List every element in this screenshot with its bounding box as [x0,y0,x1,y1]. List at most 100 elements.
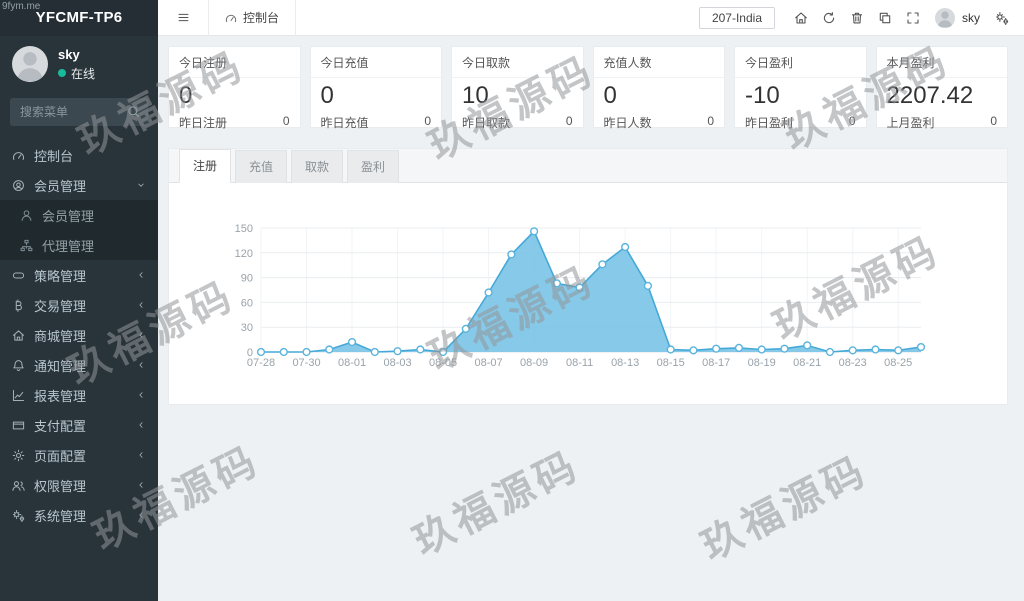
data-point[interactable] [916,342,926,352]
chart-tab-3[interactable]: 盈利 [347,150,400,183]
chart-tab-1[interactable]: 充值 [235,150,288,183]
stat-card-value: 0 [179,82,193,109]
data-point[interactable] [780,344,789,353]
data-point[interactable] [325,345,334,354]
sidebar-item-payment[interactable]: 支付配置 [0,410,158,440]
data-point[interactable] [530,227,539,236]
user-status-label: 在线 [71,66,96,81]
chevron-left-icon [139,452,143,458]
dashboard-icon [12,151,25,160]
sidebar-nav: 控制台 会员管理 会员管理 代理管理 策略管理 交易管理 商城管理 通知管理 报表管理 支付配置页… [0,138,158,530]
data-point[interactable] [256,347,266,357]
sidebar-item-label: 商城管理 [34,328,87,344]
chevron-left-icon [139,272,143,278]
data-point[interactable] [484,288,493,297]
sidebar-item-report[interactable]: 报表管理 [0,380,158,410]
registrations-chart[interactable]: 0 30 60 90 120 150 07-28 07-30 08-01 08-03 08-05 08… [169,183,1007,400]
stat-card-title: 充值人数 [593,47,724,78]
data-point[interactable] [803,341,812,350]
avatar [935,7,955,28]
data-point[interactable] [712,344,721,353]
sidebar-item-label: 交易管理 [34,298,87,314]
data-point[interactable] [871,345,880,354]
shop-icon [13,329,24,341]
stat-card-sublabel: 上月盈利 [886,116,935,130]
data-point[interactable] [757,345,766,354]
sidebar-item-shop[interactable]: 商城管理 [0,320,158,350]
chevron-down-icon [138,183,144,187]
sidebar-toggle[interactable] [168,0,198,36]
sidebar-item-user-circle[interactable]: 会员管理 [0,170,158,200]
data-point[interactable] [370,347,379,357]
chart-tab-0[interactable]: 注册 [179,149,232,183]
chevron-left-icon [136,300,146,310]
stat-card-sublabel: 昨日盈利 [745,116,794,130]
app-logo[interactable]: YFCMF-TP6 [0,0,158,36]
copy-button[interactable] [871,0,899,36]
data-point[interactable] [347,337,357,347]
chevron-left-icon [136,390,146,400]
user-menu[interactable]: sky [927,7,988,28]
data-point[interactable] [438,347,448,357]
data-point[interactable] [666,345,675,354]
svg-text:08-09: 08-09 [520,357,548,369]
sidebar-item-dashboard[interactable]: 控制台 [0,140,158,170]
sidebar-item-strategy[interactable]: 策略管理 [0,260,158,290]
chevron-down-icon [136,180,146,190]
data-point[interactable] [416,345,425,354]
sidebar-item-sitemap[interactable]: 代理管理 [0,230,158,260]
search-input[interactable] [10,98,148,126]
sidebar-item-label: 会员管理 [42,208,95,224]
chevron-left-icon [139,362,143,368]
data-point[interactable] [461,324,470,333]
main-area: 控制台 207-India sky 今日注册 0 昨日注册 0 今日 [158,0,1024,601]
topbar-username: sky [962,10,980,25]
refresh-icon [823,11,835,23]
data-point[interactable] [393,347,402,356]
data-point[interactable] [689,346,698,355]
site-select[interactable]: 207-India [698,6,775,29]
data-point[interactable] [643,281,652,290]
data-point[interactable] [894,346,903,355]
data-point[interactable] [507,250,516,259]
sidebar-item-notice[interactable]: 通知管理 [0,350,158,380]
sidebar-item-label: 会员管理 [34,178,87,194]
data-point[interactable] [825,347,835,357]
settings-button[interactable] [988,0,1016,36]
sidebar-item-page[interactable]: 页面配置 [0,440,158,470]
data-point[interactable] [575,283,584,292]
svg-text:08-01: 08-01 [338,357,366,369]
data-point[interactable] [552,279,561,288]
transaction-icon [15,298,22,312]
sidebar-item-user[interactable]: 会员管理 [0,200,158,230]
svg-text:08-13: 08-13 [611,357,639,369]
data-point[interactable] [848,346,857,355]
chevron-left-icon [139,332,143,338]
stat-card: 充值人数 0 昨日人数 0 [592,46,725,130]
svg-text:07-28: 07-28 [247,357,275,369]
home-button[interactable] [787,0,815,36]
svg-text:07-30: 07-30 [292,357,320,369]
dashboard-icon [225,14,237,22]
sidebar-item-permission[interactable]: 权限管理 [0,470,158,500]
sidebar-item-label: 支付配置 [34,418,87,434]
report-icon [12,389,25,401]
data-point[interactable] [734,343,744,352]
refresh-button[interactable] [815,0,843,36]
stat-card: 本月盈利 2207.42 上月盈利 0 [875,46,1008,130]
trash-button[interactable] [843,0,871,36]
svg-text:08-03: 08-03 [383,357,411,369]
topbar-tab-console[interactable]: 控制台 [208,0,297,36]
sidebar-item-system[interactable]: 系统管理 [0,500,158,530]
data-point[interactable] [279,347,288,357]
page-icon [12,449,25,461]
sidebar-item-label: 页面配置 [34,448,87,464]
chart-tab-2[interactable]: 取款 [291,150,344,183]
data-point[interactable] [302,347,311,357]
chevron-left-icon [139,512,143,518]
stat-card-value: 2207.42 [886,82,974,109]
data-point[interactable] [621,242,630,252]
fullscreen-button[interactable] [899,0,927,36]
sidebar-item-transaction[interactable]: 交易管理 [0,290,158,320]
data-point[interactable] [598,260,607,269]
